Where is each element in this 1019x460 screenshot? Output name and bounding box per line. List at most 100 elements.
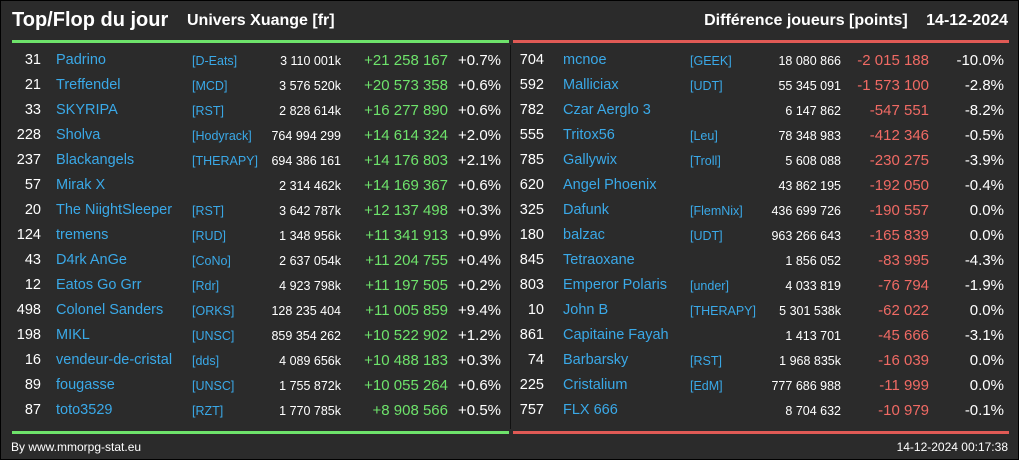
player-points: 859 354 262 — [271, 329, 341, 343]
top-row: 12 Eatos Go Grr [Rdr] 4 923 798k +11 197 505… — [1, 273, 511, 298]
player-name-link[interactable]: Tritox56 — [563, 127, 615, 143]
points-delta: -190 557 — [869, 202, 929, 219]
alliance-tag[interactable]: [Rdr] — [192, 279, 220, 293]
percent-change: 0.0% — [969, 352, 1004, 369]
player-points: 1 856 052 — [785, 254, 841, 268]
metric-label: Différence joueurs [points] — [704, 12, 908, 29]
percent-change: +0.9% — [458, 227, 501, 244]
player-points: 694 386 161 — [271, 154, 341, 168]
percent-change: +0.6% — [458, 177, 501, 194]
percent-change: +2.1% — [458, 152, 501, 169]
player-points: 8 704 632 — [785, 404, 841, 418]
percent-change: +0.5% — [458, 402, 501, 419]
alliance-tag[interactable]: [UDT] — [690, 79, 723, 93]
player-name-link[interactable]: fougasse — [56, 377, 115, 393]
points-delta: +11 005 859 — [365, 302, 448, 319]
alliance-tag[interactable]: [Troll] — [690, 154, 721, 168]
player-rank: 592 — [519, 77, 544, 93]
top-bottom-bar — [12, 431, 509, 434]
player-name-link[interactable]: Mirak X — [56, 177, 106, 193]
alliance-tag[interactable]: [THERAPY] — [690, 304, 756, 318]
player-name-link[interactable]: vendeur-de-cristal — [56, 352, 173, 368]
player-name-link[interactable]: Blackangels — [56, 152, 135, 168]
player-name-link[interactable]: toto3529 — [56, 402, 113, 418]
player-points: 777 686 988 — [771, 379, 841, 393]
player-rank: 16 — [24, 352, 41, 368]
alliance-tag[interactable]: [FlemNix] — [690, 204, 743, 218]
flop-row: 785 Gallywix [Troll] 5 608 088 -230 275 -3.9% — [511, 148, 1018, 173]
alliance-tag[interactable]: [Leu] — [690, 129, 718, 143]
percent-change: +1.2% — [458, 327, 501, 344]
player-name-link[interactable]: Tetraoxane — [563, 252, 635, 268]
player-name-link[interactable]: Padrino — [56, 52, 106, 68]
player-name-link[interactable]: mcnoe — [563, 52, 607, 68]
flop-row: 180 balzac [UDT] 963 266 643 -165 839 0.0% — [511, 223, 1018, 248]
player-name-link[interactable]: Dafunk — [563, 202, 609, 218]
alliance-tag[interactable]: [RUD] — [192, 229, 227, 243]
alliance-tag[interactable]: [RST] — [192, 104, 224, 118]
player-name-link[interactable]: tremens — [56, 227, 109, 243]
points-delta: -2 015 188 — [857, 52, 929, 69]
player-name-link[interactable]: The NiightSleeper — [56, 202, 173, 218]
percent-change: -10.0% — [956, 52, 1004, 69]
alliance-tag[interactable]: [THERAPY] — [192, 154, 258, 168]
top-row: 87 toto3529 [RZT] 1 770 785k +8 908 566 +0.5% — [1, 398, 511, 423]
player-points: 3 576 520k — [279, 79, 341, 93]
player-name-link[interactable]: Cristalium — [563, 377, 628, 393]
player-name-link[interactable]: Angel Phoenix — [563, 177, 657, 193]
player-name-link[interactable]: SKYRIPA — [56, 102, 118, 118]
alliance-tag[interactable]: [RST] — [690, 354, 722, 368]
flop-row: 757 FLX 666 8 704 632 -10 979 -0.1% — [511, 398, 1018, 423]
alliance-tag[interactable]: [EdM] — [690, 379, 723, 393]
player-name-link[interactable]: Malliciax — [563, 77, 619, 93]
player-name-link[interactable]: Czar Aerglo 3 — [563, 102, 651, 118]
points-delta: -192 050 — [869, 177, 929, 194]
alliance-tag[interactable]: [UDT] — [690, 229, 723, 243]
player-rank: 12 — [24, 277, 41, 293]
player-rank: 555 — [519, 127, 544, 143]
top-row: 198 MIKL [UNSC] 859 354 262 +10 522 902 +1.2% — [1, 323, 511, 348]
player-name-link[interactable]: MIKL — [56, 327, 90, 343]
player-name-link[interactable]: balzac — [563, 227, 605, 243]
alliance-tag[interactable]: [CoNo] — [192, 254, 231, 268]
alliance-tag[interactable]: [D-Eats] — [192, 54, 238, 68]
player-rank: 228 — [16, 127, 41, 143]
player-name-link[interactable]: FLX 666 — [563, 402, 618, 418]
player-name-link[interactable]: Colonel Sanders — [56, 302, 164, 318]
points-delta: +11 204 755 — [365, 252, 448, 269]
alliance-tag[interactable]: [ORKS] — [192, 304, 235, 318]
player-name-link[interactable]: Capitaine Fayah — [563, 327, 669, 343]
player-name-link[interactable]: D4rk AnGe — [56, 252, 127, 268]
player-name-link[interactable]: Sholva — [56, 127, 101, 143]
alliance-tag[interactable]: [MCD] — [192, 79, 228, 93]
universe-label: Univers Xuange [fr] — [187, 12, 335, 29]
alliance-tag[interactable]: [UNSC] — [192, 329, 235, 343]
player-name-link[interactable]: Gallywix — [563, 152, 617, 168]
footer-timestamp: 14-12-2024 00:17:38 — [896, 440, 1008, 454]
player-rank: 21 — [24, 77, 41, 93]
player-points: 6 147 862 — [785, 104, 841, 118]
points-delta: +10 488 183 — [364, 352, 448, 369]
player-points: 1 348 956k — [279, 229, 341, 243]
alliance-tag[interactable]: [dds] — [192, 354, 220, 368]
player-name-link[interactable]: Barbarsky — [563, 352, 629, 368]
source-link[interactable]: By www.mmorpg-stat.eu — [11, 440, 142, 454]
player-name-link[interactable]: Eatos Go Grr — [56, 277, 142, 293]
top-row: 89 fougasse [UNSC] 1 755 872k +10 055 264 +0.… — [1, 373, 511, 398]
player-points: 2 637 054k — [279, 254, 341, 268]
alliance-tag[interactable]: [Hodyrack] — [192, 129, 252, 143]
player-name-link[interactable]: John B — [563, 302, 609, 318]
percent-change: 0.0% — [969, 377, 1004, 394]
points-delta: +14 176 803 — [364, 152, 448, 169]
points-delta: -45 666 — [878, 327, 929, 344]
player-points: 5 301 538k — [779, 304, 841, 318]
player-name-link[interactable]: Emperor Polaris — [563, 277, 667, 293]
player-name-link[interactable]: Treffendel — [56, 77, 121, 93]
alliance-tag[interactable]: [UNSC] — [192, 379, 235, 393]
top-row: 57 Mirak X 2 314 462k +14 169 367 +0.6% — [1, 173, 511, 198]
alliance-tag[interactable]: [RZT] — [192, 404, 224, 418]
alliance-tag[interactable]: [GEEK] — [690, 54, 732, 68]
alliance-tag[interactable]: [RST] — [192, 204, 224, 218]
alliance-tag[interactable]: [under] — [690, 279, 729, 293]
